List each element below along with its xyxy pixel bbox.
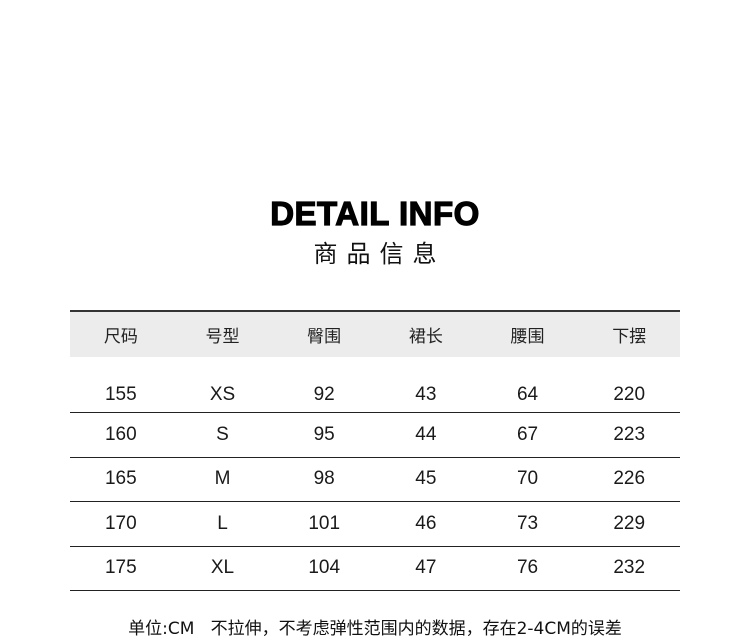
header-cell: 号型: [205, 327, 240, 347]
header-cell: 下摆: [612, 327, 647, 347]
table-cell: 47: [415, 557, 437, 579]
table-cell: 43: [415, 383, 437, 405]
table-cell: L: [217, 512, 228, 534]
table-cell: 155: [104, 383, 137, 405]
table-cell: 46: [415, 512, 437, 534]
table-cell: 76: [516, 557, 539, 579]
table-row: 170 L 101 46 73 229: [70, 502, 680, 547]
table-cell: 223: [613, 423, 646, 445]
table-cell: 70: [516, 468, 539, 490]
page-title: DETAIL INFO: [270, 194, 480, 232]
table-cell: 98: [313, 468, 335, 490]
table-cell: S: [216, 423, 229, 445]
table-row: 175 XL 104 47 76 232: [70, 547, 680, 591]
table-row: 155 XS 92 43 64 220: [70, 357, 680, 413]
header-cell: 腰围: [510, 327, 545, 347]
table-cell: 165: [104, 468, 137, 490]
table-row: 160 S 95 44 67 223: [70, 413, 680, 458]
table-cell: 104: [308, 557, 341, 579]
table-header: 尺码 号型 臀围 裙长 腰围 下摆: [70, 310, 680, 357]
table-row: 165 M 98 45 70 226: [70, 458, 680, 502]
table-cell: 64: [516, 383, 539, 405]
measurement-note: 单位:CM 不拉伸，不考虑弹性范围内的数据，存在2-4CM的误差: [128, 619, 622, 639]
table-cell: 101: [308, 512, 341, 534]
header-cell: 裙长: [408, 327, 443, 347]
table-cell: 92: [313, 383, 335, 405]
table-cell: 160: [104, 423, 137, 445]
table-cell: 67: [516, 423, 539, 445]
table-cell: 95: [313, 423, 335, 445]
table-cell: 73: [516, 512, 539, 534]
table-cell: 232: [613, 557, 646, 579]
table-cell: 45: [415, 468, 437, 490]
table-cell: 170: [104, 512, 137, 534]
table-cell: XL: [210, 557, 235, 579]
table-cell: 44: [415, 423, 437, 445]
page-subtitle: 商品信息: [313, 240, 446, 268]
header-cell: 尺码: [103, 327, 138, 347]
size-chart-table: 尺码 号型 臀围 裙长 腰围 下摆 155 XS 92 43 64 220 160 S 95 44…: [70, 310, 680, 591]
table-cell: 229: [613, 512, 646, 534]
header-cell: 臀围: [307, 327, 342, 347]
table-cell: M: [214, 468, 231, 490]
table-cell: XS: [209, 383, 236, 405]
table-cell: 175: [104, 557, 137, 579]
table-cell: 226: [613, 468, 646, 490]
table-cell: 220: [613, 383, 646, 405]
